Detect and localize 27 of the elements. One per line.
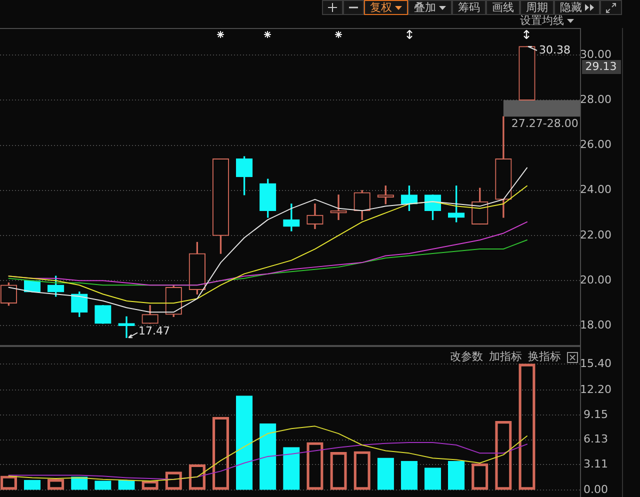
text: 设置均线 bbox=[520, 14, 564, 27]
y-tick-label: 3.11 bbox=[583, 457, 608, 470]
y-tick-label: 20.00 bbox=[580, 273, 612, 286]
button: 筹码 bbox=[452, 0, 486, 15]
annotation: 17.47 bbox=[138, 324, 170, 338]
y-tick-label: 12.20 bbox=[580, 383, 612, 396]
y-tick-label: 9.15 bbox=[583, 408, 608, 421]
annotation: 改参数 bbox=[450, 350, 483, 363]
annotation: 加指标 bbox=[489, 350, 522, 363]
annotation: 换指标 bbox=[528, 350, 561, 363]
button: 隐藏 bbox=[554, 0, 600, 15]
y-tick-label: 6.13 bbox=[583, 432, 608, 446]
y-tick-label: 18.00 bbox=[580, 318, 612, 332]
button: 复权 bbox=[364, 0, 408, 15]
y-tick-label: 30.00 bbox=[580, 48, 612, 61]
y-tick-label: 24.00 bbox=[580, 183, 612, 196]
band-label: 27.27-28.00 bbox=[511, 116, 578, 130]
y-tick-label: 0.00 bbox=[583, 482, 608, 496]
text: 30.38 bbox=[538, 43, 570, 56]
y-tick-label: 28.00 bbox=[580, 93, 612, 106]
text: 29.13 bbox=[585, 60, 617, 73]
button: 周期 bbox=[520, 0, 554, 15]
y-tick-label: 22.00 bbox=[580, 228, 612, 242]
y-tick-label: 15.40 bbox=[580, 356, 612, 370]
button: 叠加 bbox=[408, 0, 452, 15]
y-tick-label: 26.00 bbox=[580, 138, 612, 152]
button: 画线 bbox=[486, 0, 520, 15]
